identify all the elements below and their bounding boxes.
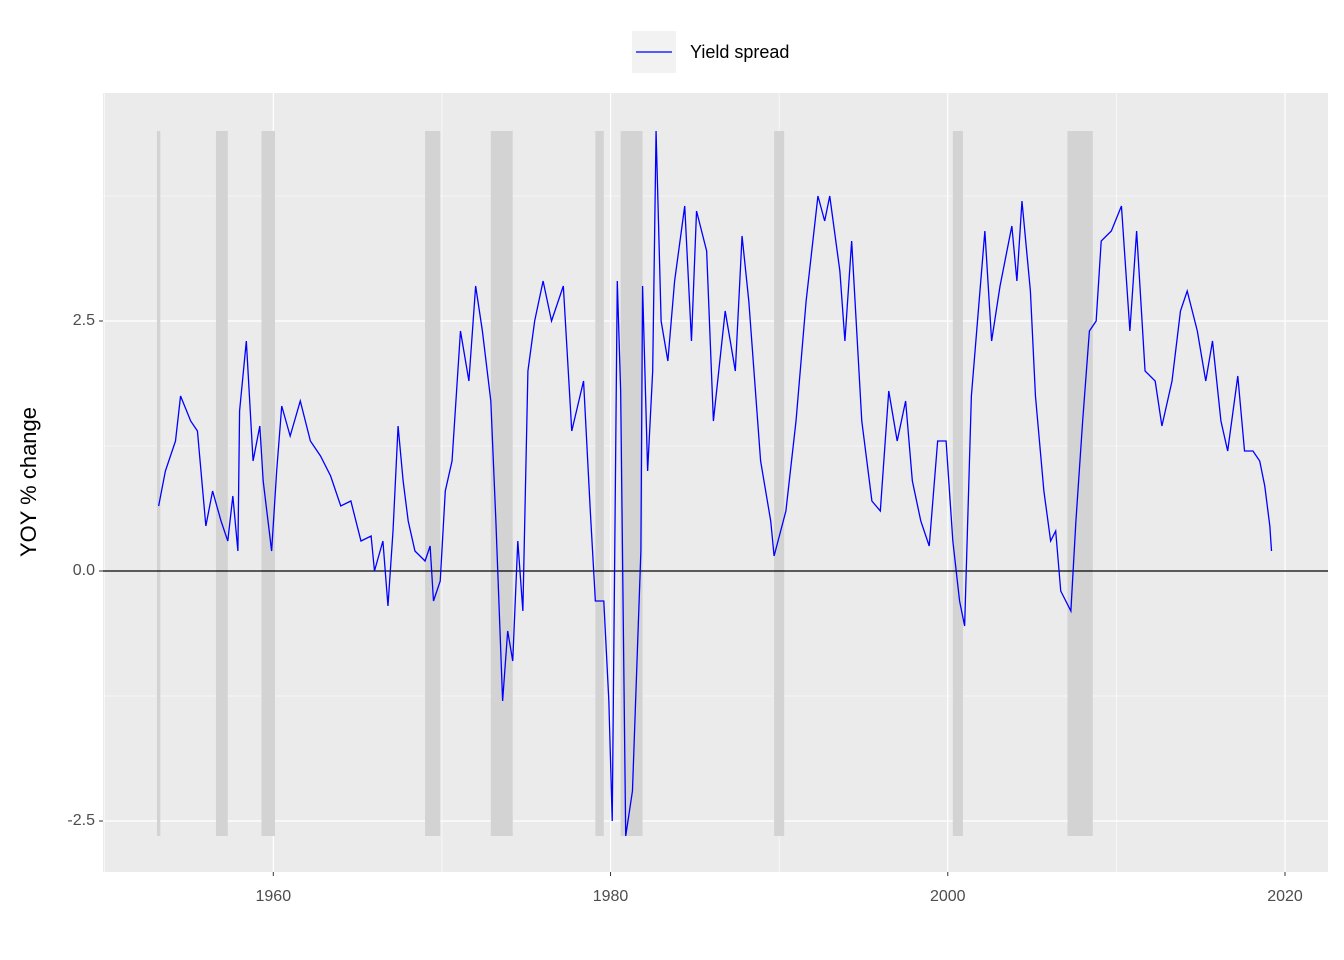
recession-band (156, 131, 161, 836)
recession-band (261, 131, 275, 836)
series-line (158, 130, 1273, 837)
x-tick-label: 1960 (256, 888, 292, 905)
x-tick-label: 2020 (1267, 888, 1303, 905)
legend-label: Yield spread (690, 42, 789, 62)
x-tick-label: 1980 (593, 888, 629, 905)
y-tick-label: -2.5 (67, 812, 95, 829)
x-tick-label: 2000 (930, 888, 966, 905)
recession-band (215, 131, 228, 836)
recession-band (425, 131, 441, 836)
recession-band (490, 131, 513, 836)
y-tick-label: 0.0 (73, 562, 95, 579)
panel (103, 93, 1328, 872)
recession-band (952, 131, 963, 836)
recession-band (595, 131, 604, 836)
recession-band (1067, 131, 1093, 836)
y-tick-label: 2.5 (73, 312, 95, 329)
recession-band (774, 131, 785, 836)
y-axis-label: YOY % change (16, 407, 41, 557)
